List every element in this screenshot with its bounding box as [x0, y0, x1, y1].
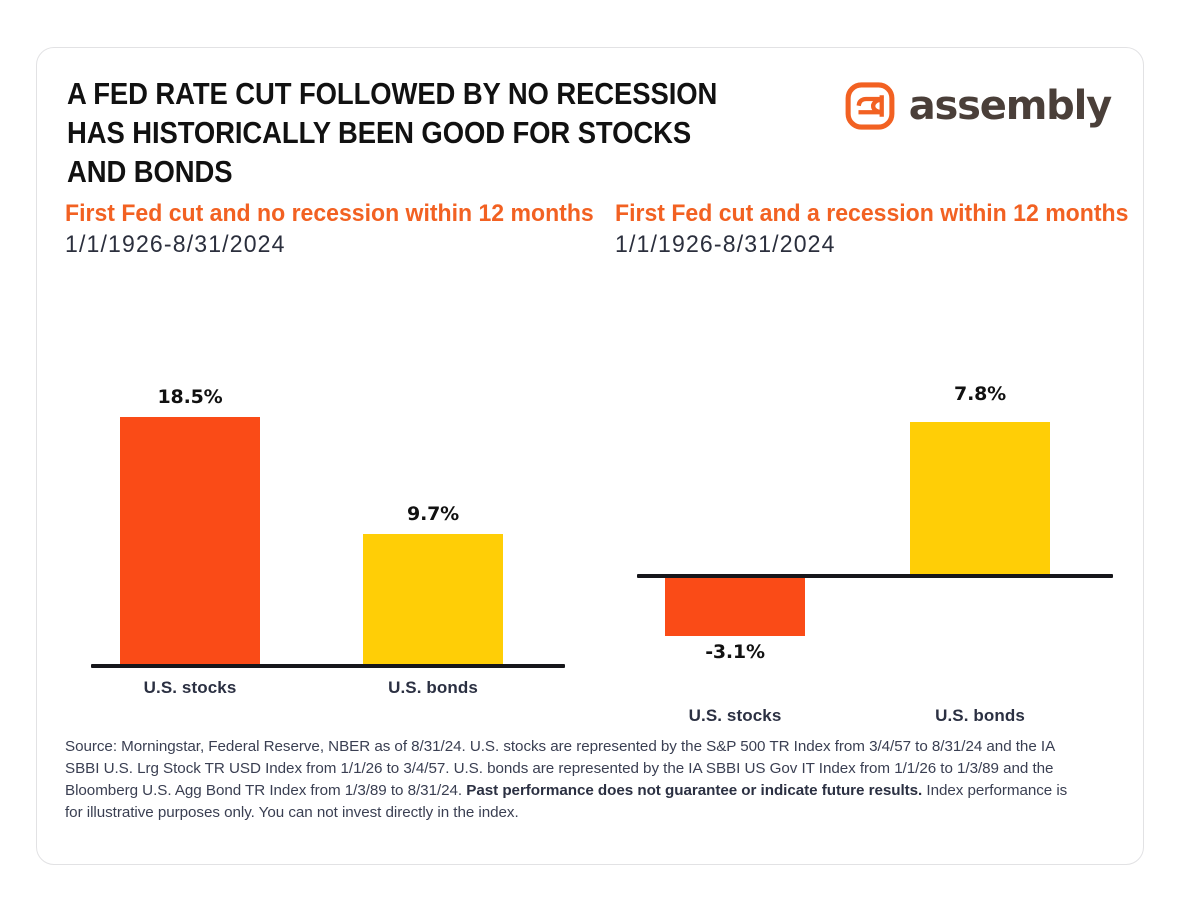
footnote-part-1: Source: Morningstar, Federal Reserve, NB… — [65, 738, 1055, 799]
chart-no-recession: 18.5% 9.7% U.S. stocks U.S. bonds — [65, 318, 595, 718]
value-label-stocks-right: -3.1% — [705, 641, 765, 663]
value-label-stocks-left: 18.5% — [157, 386, 223, 408]
category-label-stocks-right: U.S. stocks — [688, 706, 782, 725]
panel-header-right: First Fed cut and a recession within 12 … — [615, 200, 1145, 260]
panel-title-right: First Fed cut and a recession within 12 … — [615, 200, 1129, 227]
bar-stocks-right — [665, 576, 805, 636]
value-label-bonds-left: 9.7% — [407, 503, 459, 525]
bar-bonds-left — [363, 534, 503, 664]
source-footnote: Source: Morningstar, Federal Reserve, NB… — [65, 736, 1075, 824]
panel-recession: First Fed cut and a recession within 12 … — [615, 200, 1145, 725]
footnote-part-2: Index performance is for illustrative pu… — [65, 782, 1068, 821]
category-label-stocks-left: U.S. stocks — [143, 678, 237, 697]
infographic-card: A FED RATE CUT FOLLOWED BY NO RECESSION … — [36, 47, 1144, 865]
category-label-bonds-right: U.S. bonds — [935, 706, 1025, 725]
baseline-axis-left — [91, 664, 565, 668]
header: A FED RATE CUT FOLLOWED BY NO RECESSION … — [67, 75, 1113, 189]
panel-subtitle-right: 1/1/1926-8/31/2024 — [615, 231, 836, 258]
panel-subtitle-left: 1/1/1926-8/31/2024 — [65, 231, 286, 258]
bar-bonds-right — [910, 422, 1050, 574]
footnote-disclaimer-bold: Past performance does not guarantee or i… — [466, 782, 923, 799]
panel-no-recession: First Fed cut and no recession within 12… — [65, 200, 595, 720]
category-label-bonds-left: U.S. bonds — [388, 678, 478, 697]
zero-axis-right — [637, 574, 1113, 578]
brand-logo-wordmark: assembly — [908, 83, 1112, 129]
brand-logo: assembly — [845, 81, 1112, 131]
chart-recession: 7.8% -3.1% U.S. stocks U.S. bonds — [615, 318, 1145, 725]
panel-title-left: First Fed cut and no recession within 12… — [65, 200, 594, 227]
page-title: A FED RATE CUT FOLLOWED BY NO RECESSION … — [67, 77, 718, 189]
bar-stocks-left — [120, 417, 260, 664]
panel-header-left: First Fed cut and no recession within 12… — [65, 200, 595, 260]
value-label-bonds-right: 7.8% — [954, 383, 1006, 405]
assembly-logo-mark-icon — [845, 82, 895, 130]
